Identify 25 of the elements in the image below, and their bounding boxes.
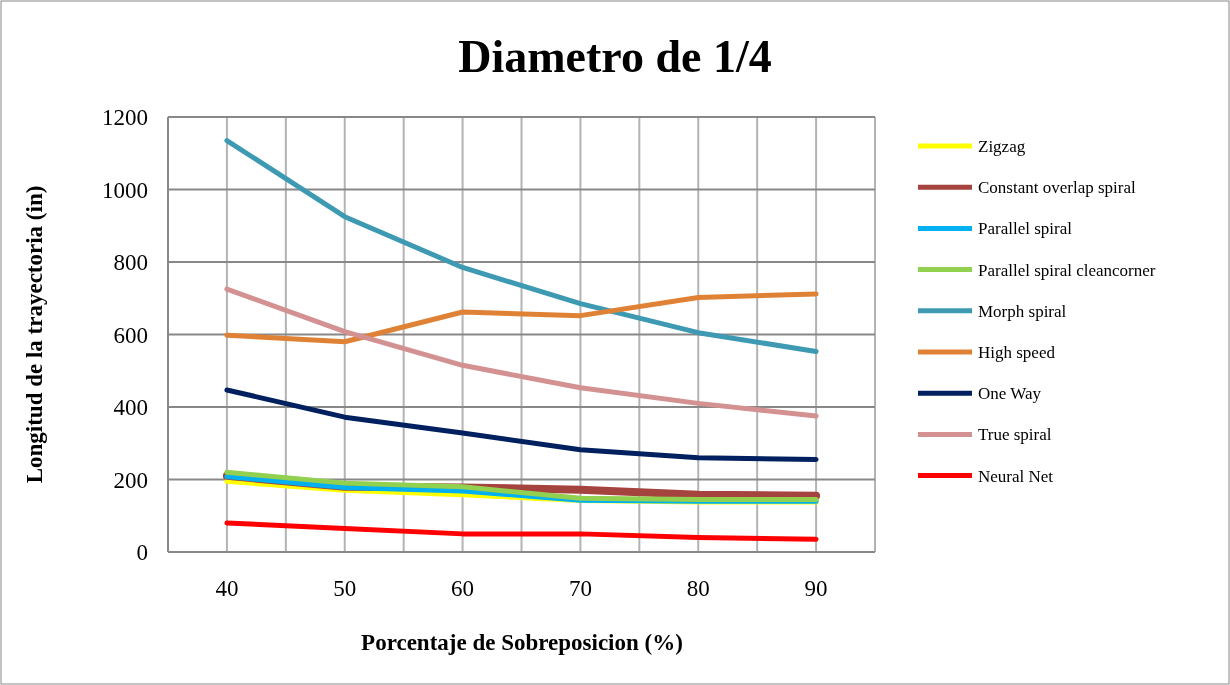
y-tick-label: 200 (113, 467, 148, 493)
y-tick-label: 400 (113, 395, 148, 420)
x-tick-label: 90 (804, 576, 828, 601)
y-tick-label: 1000 (102, 177, 148, 203)
x-tick-label: 70 (568, 576, 592, 601)
legend-label: Morph spiral (978, 301, 1067, 321)
x-axis-title: Porcentaje de Sobreposicion (%) (361, 630, 683, 655)
x-tick-label: 40 (215, 576, 239, 601)
legend-label: Parallel spiral cleancorner (978, 260, 1156, 280)
legend-label: Zigzag (978, 137, 1026, 156)
y-axis-title: Longitud de la trayectoria (in) (22, 185, 47, 484)
chart-title: Diametro de 1/4 (458, 31, 772, 82)
x-tick-label: 50 (333, 576, 357, 601)
legend-label: High speed (978, 343, 1056, 362)
legend-label: Parallel spiral (978, 219, 1073, 239)
y-tick-label: 600 (113, 322, 148, 348)
legend-label: Neural Net (978, 466, 1054, 486)
y-tick-label: 800 (113, 250, 148, 275)
y-tick-label: 1200 (102, 105, 148, 130)
y-tick-label: 0 (136, 540, 148, 565)
legend-label: True spiral (978, 425, 1052, 445)
legend-label: One Way (978, 384, 1042, 404)
x-tick-label: 60 (451, 576, 475, 601)
x-tick-label: 80 (686, 576, 710, 601)
legend-label: Constant overlap spiral (978, 178, 1136, 198)
